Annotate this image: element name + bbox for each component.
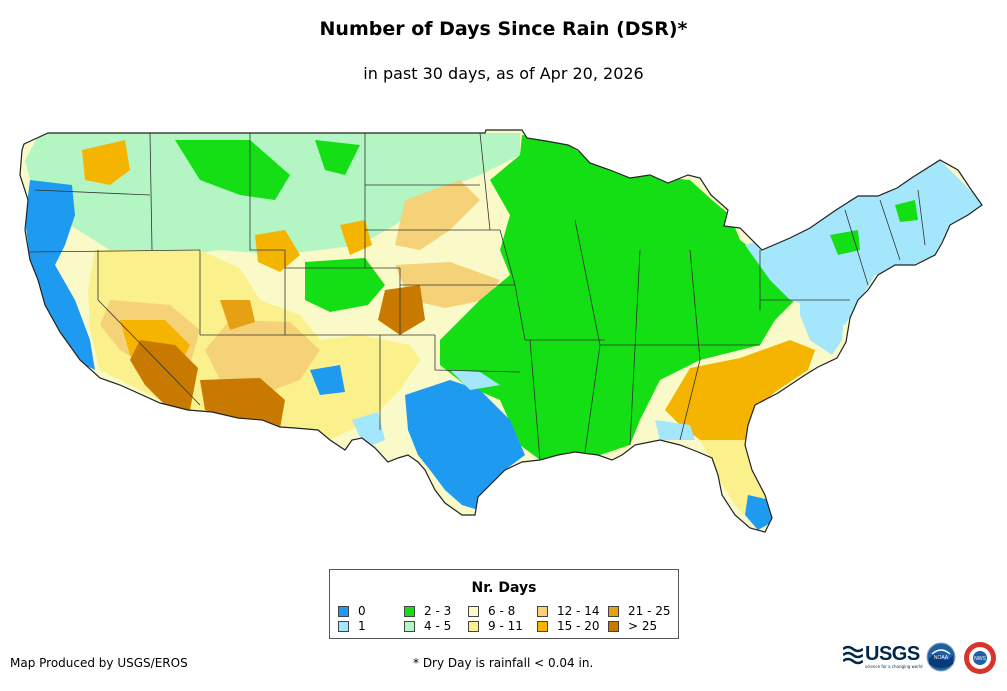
usgs-tagline: science for a changing world: [865, 664, 923, 669]
legend-label: 4 - 5: [424, 619, 452, 633]
legend-label: 2 - 3: [424, 604, 452, 618]
legend-swatch: [468, 606, 479, 617]
legend-item: 12 - 14: [537, 604, 600, 618]
nws-text: NWS: [974, 656, 986, 662]
legend-label: 6 - 8: [488, 604, 516, 618]
legend-label: > 25: [628, 619, 658, 633]
legend-item: 15 - 20: [537, 619, 600, 633]
legend-swatch: [537, 606, 548, 617]
legend-item: 4 - 5: [404, 619, 451, 633]
legend-title: Nr. Days: [471, 580, 537, 596]
legend-swatch: [338, 606, 349, 617]
legend-label: 15 - 20: [557, 619, 600, 633]
noaa-text: NOAA: [934, 655, 949, 661]
legend-item: 0: [338, 604, 366, 618]
legend-swatch: [468, 621, 479, 632]
legend-label: 0: [358, 604, 366, 618]
noaa-logo-icon: NOAA: [926, 642, 956, 672]
legend-item: 6 - 8: [468, 604, 515, 618]
legend-swatch: [404, 621, 415, 632]
legend-item: 21 - 25: [608, 604, 671, 618]
legend-swatch: [537, 621, 548, 632]
dry-day-note: * Dry Day is rainfall < 0.04 in.: [413, 656, 594, 670]
produced-by-credit: Map Produced by USGS/EROS: [10, 656, 188, 670]
map-subtitle: in past 30 days, as of Apr 20, 2026: [363, 64, 644, 83]
legend-item: 2 - 3: [404, 604, 451, 618]
legend-item: 1: [338, 619, 366, 633]
legend-label: 1: [358, 619, 366, 633]
legend-label: 12 - 14: [557, 604, 600, 618]
legend-item: > 25: [608, 619, 657, 633]
usgs-wave-icon: [843, 645, 863, 665]
legend-label: 9 - 11: [488, 619, 523, 633]
legend-swatch: [338, 621, 349, 632]
usgs-logo: USGS science for a changing world: [843, 643, 923, 669]
legend-swatch: [608, 606, 619, 617]
legend-swatch: [404, 606, 415, 617]
legend-label: 21 - 25: [628, 604, 671, 618]
nws-logo-icon: NWS: [964, 642, 996, 674]
usgs-text: USGS: [865, 643, 920, 665]
legend-swatch: [608, 621, 619, 632]
legend-item: 9 - 11: [468, 619, 523, 633]
map-title: Number of Days Since Rain (DSR)*: [319, 18, 688, 40]
